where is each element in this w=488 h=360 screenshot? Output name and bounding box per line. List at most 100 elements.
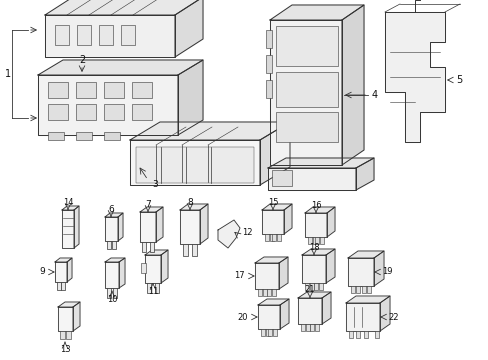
Polygon shape (297, 292, 330, 298)
Bar (261, 329, 264, 336)
Polygon shape (105, 213, 123, 217)
Polygon shape (305, 207, 334, 213)
Polygon shape (254, 257, 287, 263)
Bar (104, 104, 124, 120)
Text: 22: 22 (387, 312, 398, 321)
Bar (192, 244, 197, 256)
Text: 7: 7 (145, 199, 151, 208)
Bar (350, 286, 354, 293)
Polygon shape (67, 258, 72, 282)
Text: 18: 18 (308, 243, 319, 252)
Text: 2: 2 (79, 55, 85, 65)
Bar (48, 104, 68, 120)
Bar (66, 331, 71, 339)
Bar (318, 283, 323, 290)
Polygon shape (74, 206, 79, 248)
Bar (271, 234, 275, 241)
Text: 5: 5 (455, 75, 461, 85)
Bar (271, 289, 275, 296)
Bar (112, 241, 116, 249)
Polygon shape (373, 251, 383, 286)
Bar (265, 55, 271, 73)
Bar (155, 283, 159, 293)
Polygon shape (347, 251, 383, 258)
Polygon shape (297, 298, 321, 324)
Bar (76, 132, 92, 140)
Bar (107, 241, 111, 249)
Bar (355, 331, 359, 338)
Polygon shape (321, 292, 330, 324)
Text: 4: 4 (371, 90, 377, 100)
Bar (76, 104, 96, 120)
Bar (309, 324, 313, 331)
Polygon shape (260, 122, 289, 185)
Bar (319, 237, 324, 244)
Polygon shape (325, 249, 334, 283)
Polygon shape (62, 210, 74, 248)
Bar (104, 132, 120, 140)
Bar (55, 25, 69, 45)
Polygon shape (267, 158, 373, 168)
Bar (305, 324, 309, 331)
Bar (77, 25, 91, 45)
Bar (275, 26, 337, 66)
Bar (264, 234, 268, 241)
Text: 19: 19 (381, 267, 392, 276)
Bar (312, 237, 316, 244)
Bar (374, 331, 378, 338)
Bar (275, 112, 337, 142)
Polygon shape (284, 204, 291, 234)
Polygon shape (145, 250, 168, 255)
Bar (132, 82, 152, 98)
Bar (309, 283, 313, 290)
Text: 3: 3 (152, 180, 158, 189)
Bar (263, 289, 266, 296)
Bar (314, 237, 318, 244)
Polygon shape (302, 249, 334, 255)
Polygon shape (279, 257, 287, 289)
Bar (48, 132, 64, 140)
Text: 13: 13 (60, 346, 70, 355)
Bar (267, 329, 271, 336)
Polygon shape (346, 303, 379, 331)
Bar (142, 242, 146, 252)
Bar (132, 104, 152, 120)
Bar (275, 72, 337, 107)
Polygon shape (118, 213, 123, 241)
Polygon shape (355, 158, 373, 190)
Bar (366, 286, 370, 293)
Bar (355, 286, 359, 293)
Text: 16: 16 (310, 201, 321, 210)
Bar (266, 289, 270, 296)
Polygon shape (105, 262, 119, 288)
Polygon shape (58, 307, 73, 331)
Bar (313, 283, 317, 290)
Text: 1: 1 (5, 69, 11, 79)
Polygon shape (347, 258, 373, 286)
Polygon shape (105, 217, 118, 241)
Polygon shape (379, 296, 389, 331)
Polygon shape (38, 60, 203, 75)
Text: 15: 15 (267, 198, 278, 207)
Bar (121, 25, 135, 45)
Polygon shape (38, 75, 178, 135)
Bar (183, 244, 187, 256)
Bar (141, 263, 146, 273)
Polygon shape (130, 140, 260, 185)
Text: 20: 20 (237, 312, 247, 321)
Polygon shape (269, 5, 363, 20)
Text: 12: 12 (242, 228, 252, 237)
Polygon shape (73, 302, 80, 331)
Polygon shape (175, 0, 203, 57)
Polygon shape (45, 15, 175, 57)
Text: 11: 11 (147, 288, 158, 297)
Bar (76, 82, 96, 98)
Bar (113, 288, 117, 298)
Text: 6: 6 (108, 204, 114, 213)
Polygon shape (269, 20, 341, 165)
Bar (265, 329, 269, 336)
Bar (48, 82, 68, 98)
Polygon shape (200, 204, 207, 244)
Bar (258, 289, 262, 296)
Polygon shape (341, 5, 363, 165)
